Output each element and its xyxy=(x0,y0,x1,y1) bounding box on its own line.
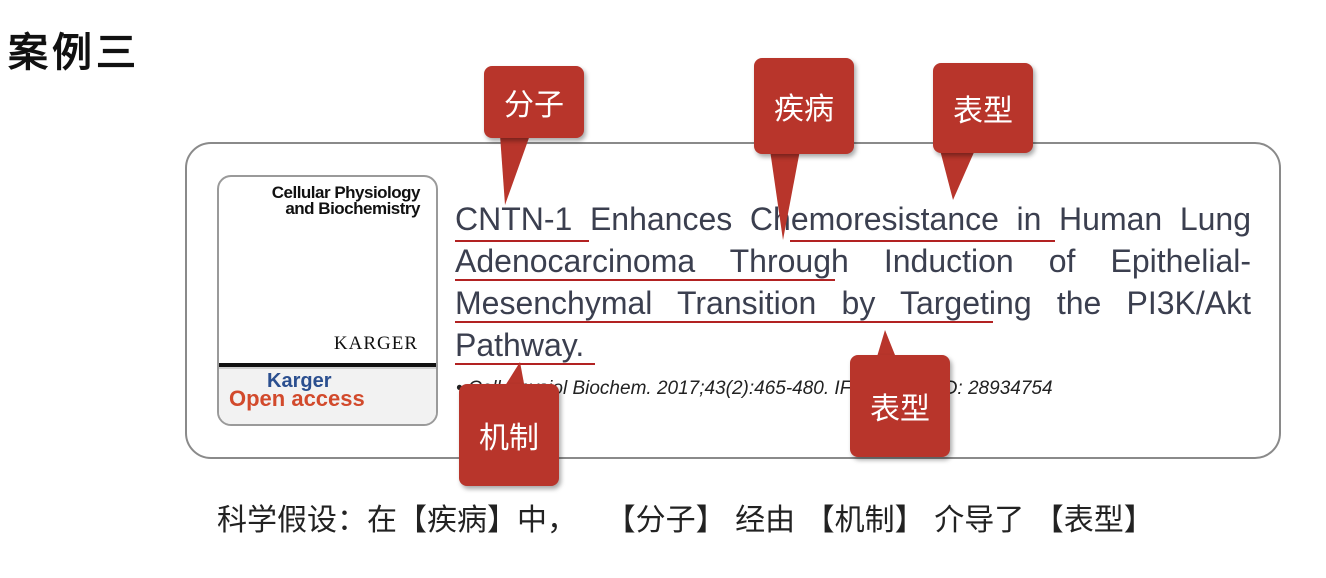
title-text: Enhances xyxy=(572,201,750,237)
cover-divider xyxy=(219,363,436,367)
underline-phenotype-2 xyxy=(455,321,993,323)
journal-cover: Cellular Physiology and Biochemistry KAR… xyxy=(217,175,438,426)
title-term-phenotype-2: Epithelial-Mesenchymal Transition xyxy=(455,243,1251,321)
journal-title: Cellular Physiology and Biochemistry xyxy=(271,183,421,218)
journal-title-line1: Cellular Physiology xyxy=(271,183,421,202)
title-text: in Human xyxy=(998,201,1180,237)
underline-disease xyxy=(455,279,835,281)
callout-phenotype-bottom: 表型 xyxy=(850,355,950,457)
title-term-mechanism: PI3K/Akt xyxy=(1126,285,1252,321)
title-term-phenotype: Chemoresistance xyxy=(749,201,999,237)
underline-molecule xyxy=(455,240,589,242)
open-access-logo-line2: Open access xyxy=(229,386,365,411)
callout-mechanism: 机制 xyxy=(459,384,559,486)
open-access-logo-line1: Karger xyxy=(267,370,332,392)
callout-disease: 疾病 xyxy=(754,58,854,154)
hypothesis-text: 科学假设：在【疾病】中， 【分子】 经由 【机制】 介导了 【表型】 xyxy=(217,503,1154,538)
underline-mechanism xyxy=(455,363,595,365)
open-access-logo: Karger Open access xyxy=(219,367,436,424)
title-term-molecule: CNTN-1 xyxy=(455,201,573,237)
title-term-disease: Lung Adenocarcinoma xyxy=(455,201,1252,279)
slide-heading: 案例三 xyxy=(8,29,140,76)
publisher-name: KARGER xyxy=(333,333,418,354)
title-text: Through Induction of xyxy=(695,243,1111,279)
callout-molecule: 分子 xyxy=(484,66,584,138)
title-text: by Targeting the xyxy=(816,285,1127,321)
title-text: Pathway. xyxy=(455,327,585,363)
paper-title: CNTN-1 Enhances Chemoresistance in Human… xyxy=(455,198,1251,366)
callout-phenotype-top: 表型 xyxy=(933,63,1033,153)
underline-phenotype xyxy=(790,240,1055,242)
journal-title-line2: and Biochemistry xyxy=(285,199,420,218)
